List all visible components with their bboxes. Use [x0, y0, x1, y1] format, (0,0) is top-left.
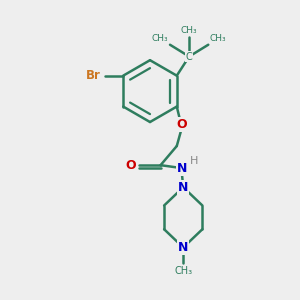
- Text: N: N: [177, 162, 188, 175]
- Text: C: C: [186, 52, 193, 61]
- Text: O: O: [125, 159, 136, 172]
- Text: N: N: [178, 181, 188, 194]
- Text: Br: Br: [86, 69, 101, 82]
- Text: O: O: [176, 118, 187, 131]
- Text: CH₃: CH₃: [181, 26, 197, 35]
- Text: CH₃: CH₃: [151, 34, 168, 43]
- Text: CH₃: CH₃: [174, 266, 192, 276]
- Text: H: H: [190, 156, 198, 166]
- Text: CH₃: CH₃: [210, 34, 226, 43]
- Text: N: N: [178, 241, 188, 254]
